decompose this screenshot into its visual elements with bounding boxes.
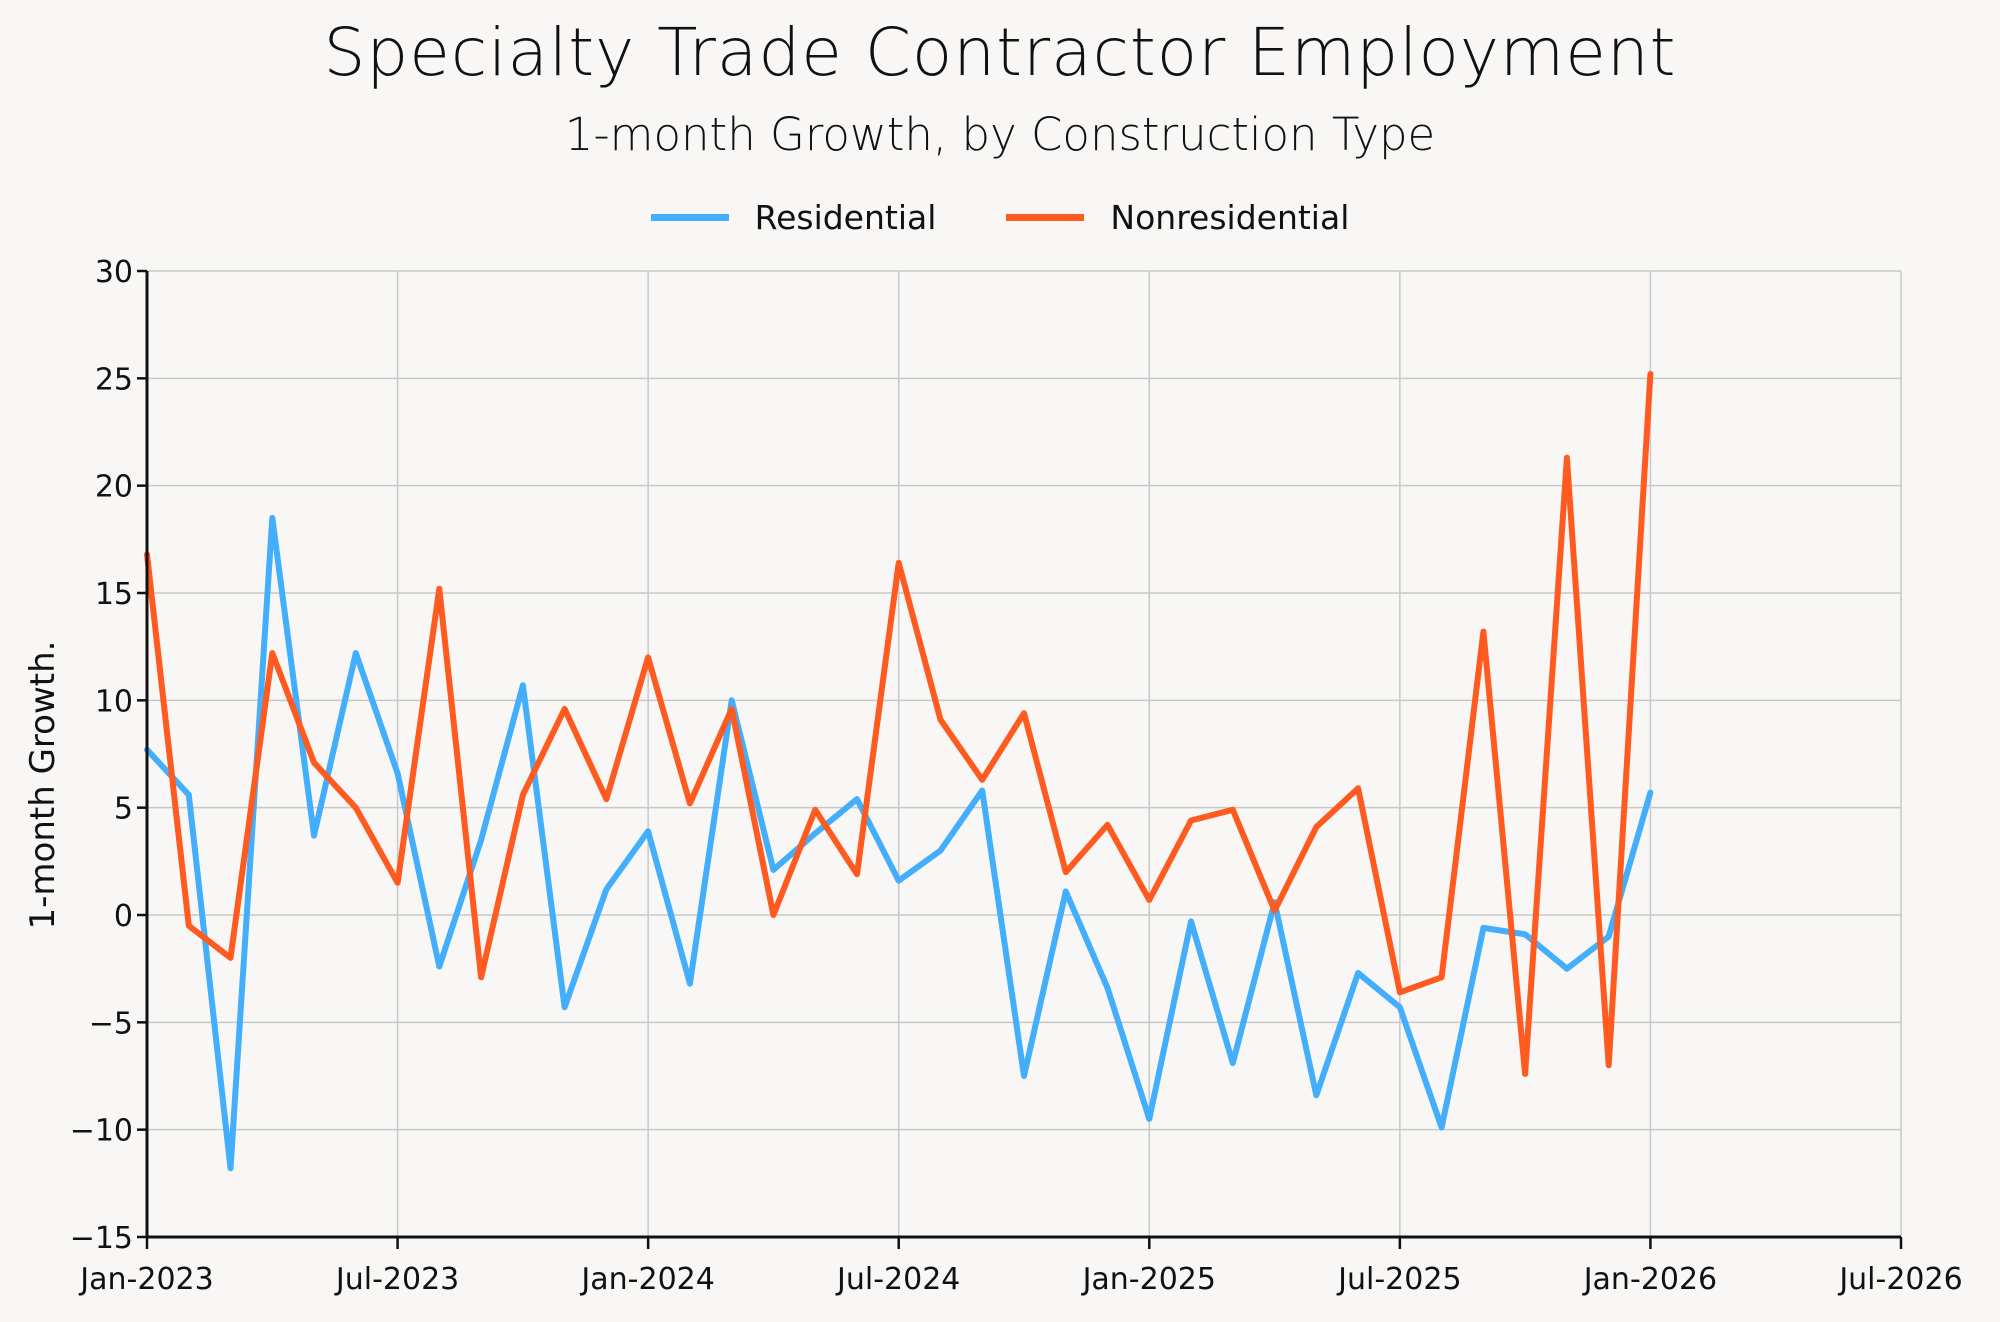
x-tick-label: Jul-2023	[334, 1262, 459, 1297]
y-tick-label: 5	[114, 792, 133, 827]
y-tick-label: 20	[95, 470, 133, 505]
y-tick-label: 25	[95, 362, 133, 397]
y-tick-label: −5	[89, 1006, 133, 1041]
y-tick-label: 0	[114, 899, 133, 934]
chart-subtitle: 1-month Growth, by Construction Type	[564, 108, 1436, 161]
y-tick-label: −10	[70, 1114, 133, 1149]
legend-swatch-residential	[650, 214, 729, 221]
legend-item-residential: Residential	[650, 198, 937, 237]
y-tick-label: −15	[70, 1221, 133, 1256]
chart-title: Specialty Trade Contractor Employment	[323, 14, 1677, 91]
x-tick-label: Jul-2026	[1837, 1262, 1962, 1297]
x-tick-label: Jan-2025	[1081, 1262, 1216, 1297]
series-lines	[144, 371, 1654, 1172]
x-tick-label: Jan-2023	[78, 1262, 213, 1297]
legend: Residential Nonresidential	[0, 198, 2000, 237]
x-tick-label: Jan-2024	[579, 1262, 714, 1297]
y-tick-label: 30	[95, 255, 133, 290]
x-tick-label: Jan-2026	[1582, 1262, 1717, 1297]
grid	[147, 270, 1902, 1237]
axes: −15 −10 −5 0 5 10 15 20 25 30 Jan-2023 Jul-2023 Jan-…	[70, 255, 1963, 1297]
legend-item-nonresidential: Nonresidential	[1006, 198, 1349, 237]
x-tick-label: Jul-2024	[835, 1262, 960, 1297]
legend-label-residential: Residential	[754, 198, 937, 237]
y-tick-label: 15	[95, 577, 133, 612]
x-tick-label: Jul-2025	[1336, 1262, 1461, 1297]
legend-swatch-nonresidential	[1006, 214, 1085, 221]
y-axis-title: 1-month Growth.	[23, 641, 63, 930]
y-tick-label: 10	[95, 684, 133, 719]
legend-label-nonresidential: Nonresidential	[1110, 198, 1350, 237]
